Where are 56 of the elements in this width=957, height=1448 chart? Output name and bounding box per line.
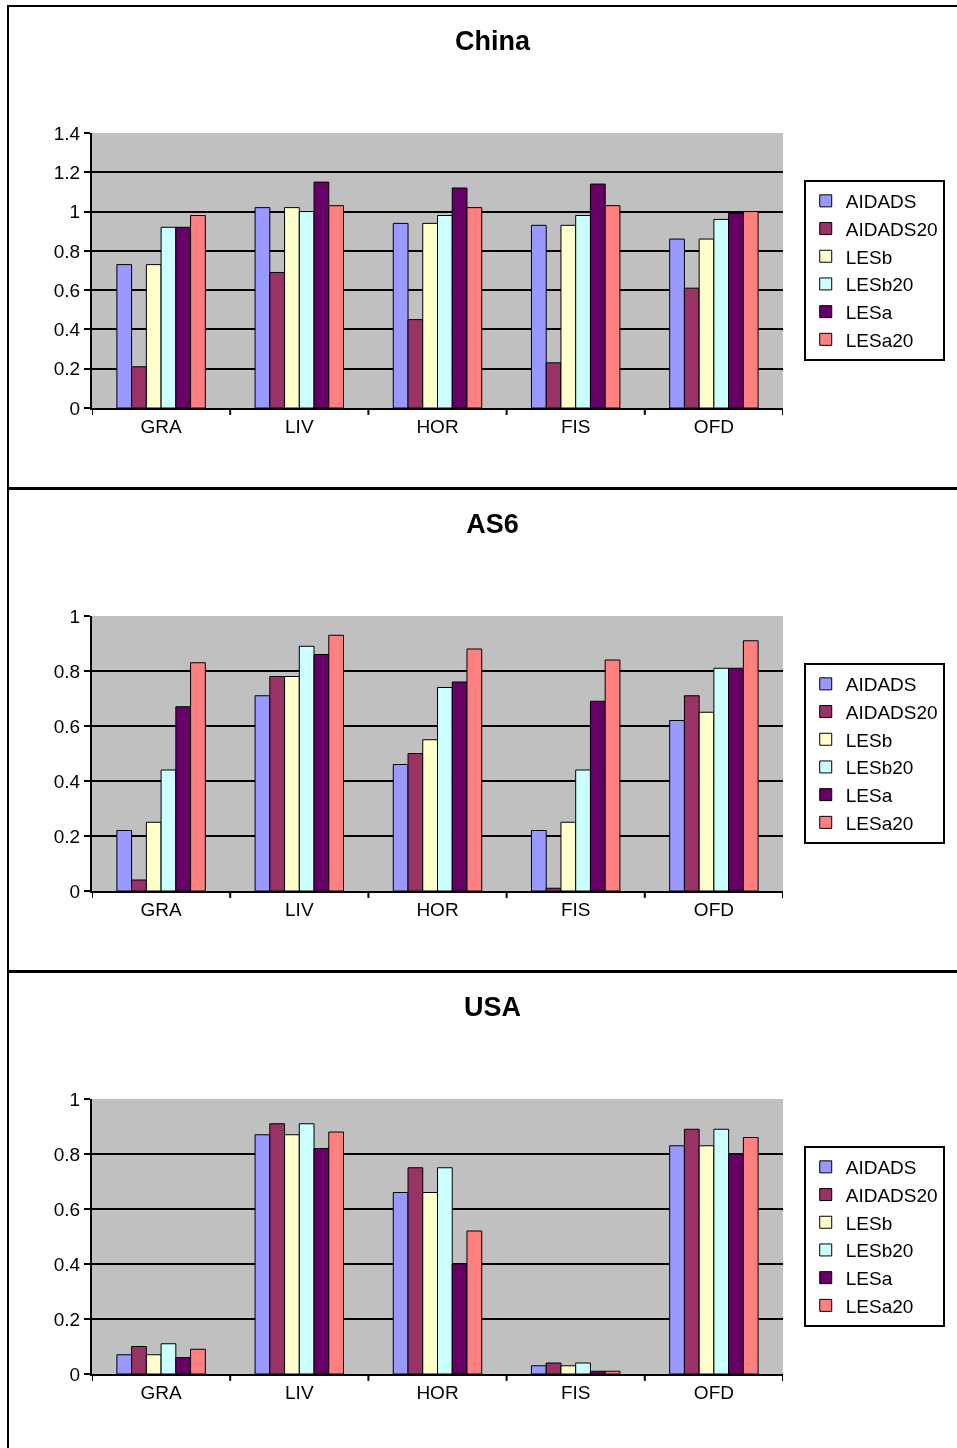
legend-label: LESa bbox=[845, 302, 893, 324]
y-tick-label: 0.4 bbox=[53, 770, 81, 792]
x-tick-label: OFD bbox=[693, 415, 734, 437]
y-tick-label: 0.2 bbox=[53, 1308, 81, 1330]
legend-label: AIDADS bbox=[845, 191, 917, 213]
x-tick-label: GRA bbox=[140, 898, 183, 920]
chart-title: China bbox=[454, 26, 531, 57]
x-tick-label: FIS bbox=[560, 415, 591, 437]
legend-label: LESa20 bbox=[845, 1295, 914, 1317]
x-tick-label: FIS bbox=[560, 898, 591, 920]
y-tick-label: 0 bbox=[69, 880, 81, 902]
chart-title: AS6 bbox=[466, 509, 519, 540]
y-tick-label: 0.2 bbox=[53, 358, 81, 380]
legend-label: LESa bbox=[845, 785, 893, 807]
x-tick-label: LIV bbox=[285, 1381, 314, 1403]
legend-label: LESb bbox=[845, 729, 893, 751]
legend-label: AIDADS bbox=[845, 1157, 917, 1179]
legend-label: LESb20 bbox=[845, 274, 914, 296]
legend-label: LESb bbox=[845, 1212, 893, 1234]
y-tick-label: 1 bbox=[69, 605, 81, 627]
legend-label: AIDADS bbox=[845, 674, 917, 696]
y-tick-label: 0.2 bbox=[53, 825, 81, 847]
legend-label: LESa20 bbox=[845, 329, 914, 351]
y-tick-label: 1 bbox=[69, 1088, 81, 1110]
y-tick-label: 1 bbox=[69, 201, 81, 223]
y-tick-label: 0.6 bbox=[53, 715, 81, 737]
legend-label: LESb bbox=[845, 246, 893, 268]
y-tick-label: 1.4 bbox=[53, 122, 81, 144]
y-tick-label: 0 bbox=[69, 397, 81, 419]
x-tick-label: OFD bbox=[693, 898, 734, 920]
y-tick-label: 1.2 bbox=[53, 161, 81, 183]
x-tick-label: GRA bbox=[140, 415, 183, 437]
x-tick-label: HOR bbox=[416, 1381, 459, 1403]
y-tick-label: 0.6 bbox=[53, 1198, 81, 1220]
legend-label: LESb20 bbox=[845, 757, 914, 779]
x-tick-label: LIV bbox=[285, 898, 314, 920]
y-tick-label: 0 bbox=[69, 1363, 81, 1385]
legend-label: AIDADS20 bbox=[845, 701, 938, 723]
x-tick-label: LIV bbox=[285, 415, 314, 437]
y-tick-label: 0.8 bbox=[53, 660, 81, 682]
y-tick-label: 0.6 bbox=[53, 279, 81, 301]
x-tick-label: FIS bbox=[560, 1381, 591, 1403]
x-tick-label: GRA bbox=[140, 1381, 183, 1403]
x-tick-label: OFD bbox=[693, 1381, 734, 1403]
chart-title: USA bbox=[463, 992, 521, 1023]
legend-label: LESb20 bbox=[845, 1240, 914, 1262]
x-tick-label: HOR bbox=[416, 415, 459, 437]
legend-label: AIDADS20 bbox=[845, 1184, 938, 1206]
y-tick-label: 0.4 bbox=[53, 319, 81, 341]
y-tick-label: 0.8 bbox=[53, 240, 81, 262]
legend-label: LESa bbox=[845, 1268, 893, 1290]
y-tick-label: 0.8 bbox=[53, 1143, 81, 1165]
legend-label: AIDADS20 bbox=[845, 218, 938, 240]
legend-label: LESa20 bbox=[845, 812, 914, 834]
x-tick-label: HOR bbox=[416, 898, 459, 920]
y-tick-label: 0.4 bbox=[53, 1253, 81, 1275]
